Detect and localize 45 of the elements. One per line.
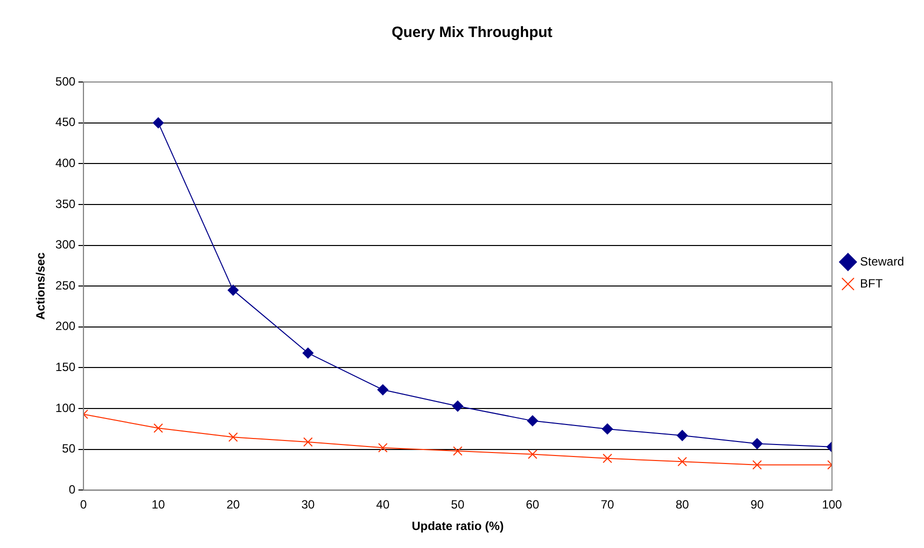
point <box>602 423 613 434</box>
legend-label: Steward <box>860 254 904 268</box>
point <box>452 446 462 456</box>
point <box>752 460 762 470</box>
y-tick-label: 200 <box>55 319 76 334</box>
point <box>377 384 388 396</box>
point <box>678 456 688 466</box>
y-tick-label: 50 <box>62 442 76 456</box>
y-tick-label: 0 <box>68 482 76 497</box>
point <box>527 415 538 426</box>
x-axis-title: Update ratio (%) <box>412 519 504 534</box>
x-tick-label: 80 <box>676 498 690 512</box>
x-tick-label: 40 <box>376 498 390 512</box>
x-tick-label: 90 <box>750 498 764 512</box>
y-tick-label: 250 <box>55 278 76 292</box>
x-tick-label: 30 <box>301 498 315 512</box>
point <box>302 348 314 359</box>
point <box>154 423 164 433</box>
x-tick-label: 20 <box>226 498 240 512</box>
y-tick-label: 300 <box>55 238 76 252</box>
x-tick-label: 50 <box>451 498 465 512</box>
y-tick-label: 350 <box>55 196 76 211</box>
point <box>602 454 612 464</box>
y-axis-title: Actions/sec <box>34 252 48 320</box>
x-tick-label: 70 <box>600 498 614 512</box>
x-tick-label: 10 <box>152 498 166 512</box>
y-tick-label: 400 <box>55 156 76 170</box>
point <box>676 430 688 441</box>
point <box>228 432 238 442</box>
y-tick-label: 450 <box>55 115 76 130</box>
chart-title: Query Mix Throughput <box>392 24 552 42</box>
point <box>452 400 464 412</box>
point <box>378 443 388 452</box>
point <box>152 117 164 128</box>
point <box>303 437 313 447</box>
x-tick-label: 60 <box>526 498 540 512</box>
y-tick-label: 150 <box>55 360 76 374</box>
point <box>752 438 763 450</box>
legend-label: BFT <box>860 276 884 290</box>
point <box>228 284 239 296</box>
x-tick-label: 0 <box>80 498 88 512</box>
y-tick-label: 100 <box>55 400 76 415</box>
point <box>528 450 538 460</box>
x-tick-label: 100 <box>822 498 842 512</box>
y-tick-label: 500 <box>55 74 76 88</box>
